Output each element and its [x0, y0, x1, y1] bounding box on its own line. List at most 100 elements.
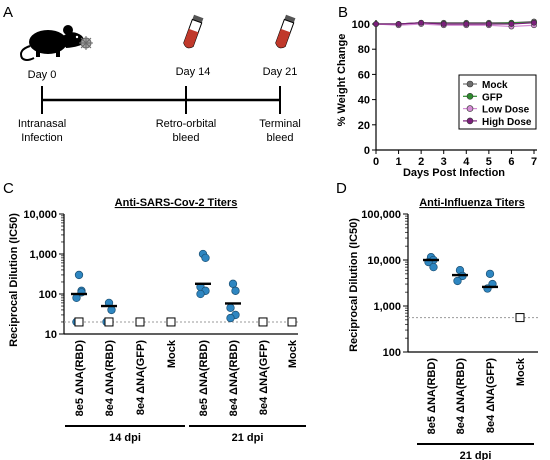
sars-category-label: Mock [166, 339, 178, 368]
weight-x-tick-label: 6 [508, 156, 514, 168]
sars-category-label: 8e5 ΔNA(RBD) [198, 340, 210, 417]
weight-legend-marker-low-dose [466, 105, 474, 112]
weight-y-tick-label: 40 [358, 95, 370, 107]
weight-x-tick-label: 0 [373, 156, 379, 168]
panel-a-letter: A [3, 4, 13, 21]
sars-category-label: 8e4 ΔNA(GFP) [258, 340, 270, 415]
flu-y-tick-label: 100 [383, 347, 401, 359]
weight-x-tick-label: 2 [418, 156, 424, 168]
sars-plot-area: 10 100 1,000 10,000 8e5 ΔNA(RBD) 8e4 ΔNA(RBD)… [23, 209, 306, 444]
sars-category-label: 8e4 ΔNA(RBD) [104, 340, 116, 417]
weight-point-high-dose [418, 19, 425, 26]
weight-legend-label-mock: Mock [482, 80, 508, 91]
weight-legend-marker-mock [466, 80, 474, 88]
event-retro-orbital-line-2: bleed [173, 132, 200, 144]
day-14-label: Day 14 [176, 66, 211, 78]
sars-y-tick-label: 100 [39, 289, 57, 301]
sars-data-point [74, 270, 84, 280]
panel-c-letter: C [3, 180, 14, 197]
sars-group-label: 14 dpi [109, 432, 141, 444]
weight-x-tick-label: 3 [441, 156, 447, 168]
weight-point-high-dose [463, 21, 470, 27]
sars-y-tick-label: 10,000 [23, 209, 57, 221]
flu-category-label: 8e4 ΔNA(GFP) [485, 358, 497, 433]
weight-x-tick-label: 1 [396, 156, 402, 168]
sars-y-tick-label: 1,000 [29, 249, 57, 261]
sars-y-tick-label: 10 [45, 329, 57, 341]
weight-legend-marker-gfp [466, 93, 474, 100]
mouse-icon [20, 25, 86, 61]
weight-x-tick-label: 5 [486, 156, 492, 168]
event-infection-line-2: Infection [21, 132, 63, 144]
day-21-label: Day 21 [263, 66, 298, 78]
flu-plot-area: 100 1,000 10,000 100,000 8e5 ΔNA(RBD) 8e4 ΔNA… [361, 209, 538, 460]
flu-chart-title: Anti-Influenza Titers [419, 197, 525, 209]
sars-data-point [201, 253, 210, 263]
weight-x-tick-label: 7 [531, 156, 537, 168]
flu-data-point [453, 276, 462, 286]
weight-point-high-dose [440, 21, 447, 27]
weight-x-tick-label: 4 [463, 156, 470, 168]
sars-below-detection-marker [258, 317, 268, 327]
panel-b-letter: B [338, 4, 348, 21]
blood-tube-icon [275, 14, 296, 49]
weight-point-high-dose [531, 19, 537, 26]
blood-tube-icon [183, 14, 204, 49]
weight-series-line-high-dose [376, 22, 535, 25]
sars-data-point [226, 313, 235, 323]
flu-data-point [485, 269, 495, 278]
weight-legend-label-high-dose: High Dose [482, 117, 532, 128]
sars-data-point [226, 303, 235, 313]
event-terminal-line-1: Terminal [259, 118, 301, 130]
sars-below-detection-marker [104, 317, 114, 327]
flu-category-label: 8e4 ΔNA(RBD) [455, 358, 467, 435]
sars-data-point [196, 289, 205, 299]
sars-group-label: 21 dpi [232, 432, 264, 444]
flu-data-point [429, 262, 438, 272]
panel-d-letter: D [336, 180, 347, 197]
flu-category-label: 8e5 ΔNA(RBD) [426, 358, 438, 435]
sars-category-label: 8e4 ΔNA(GFP) [135, 340, 147, 415]
sars-data-point [107, 305, 116, 315]
weight-point-high-dose [395, 21, 402, 27]
flu-category-label: Mock [515, 357, 527, 386]
event-infection-line-1: Intranasal [18, 118, 66, 130]
weight-plot-area: 0 20 40 60 80 100 0 1 2 3 4 5 6 7 [352, 18, 537, 168]
flu-y-tick-label: 10,000 [367, 255, 401, 267]
weight-y-tick-label: 20 [358, 120, 370, 132]
sars-below-detection-marker [74, 317, 84, 327]
sars-data-point [231, 286, 240, 295]
panel-b: B % Weight Change Days Post Infection 0 2… [336, 4, 537, 179]
weight-series-line-low-dose [375, 23, 535, 28]
weight-y-tick-label: 0 [364, 145, 370, 157]
flu-below-detection-marker [515, 313, 525, 323]
weight-point-high-dose [485, 21, 492, 27]
weight-point-high-dose [373, 21, 379, 27]
weight-legend-marker-high-dose [466, 117, 474, 125]
weight-y-axis-label: % Weight Change [336, 34, 348, 127]
weight-x-axis-label: Days Post Infection [403, 167, 505, 179]
flu-y-axis-label: Reciprocal Dilution (IC50) [348, 218, 360, 352]
flu-group-label: 21 dpi [460, 450, 492, 460]
sars-category-label: 8e5 ΔNA(RBD) [74, 340, 86, 417]
sars-category-label: Mock [287, 339, 299, 368]
day-0-label: Day 0 [28, 69, 57, 81]
virus-icon [79, 36, 93, 50]
sars-below-detection-marker [166, 317, 176, 327]
flu-y-tick-label: 100,000 [361, 209, 401, 221]
sars-below-detection-marker [135, 317, 145, 327]
event-terminal-line-2: bleed [267, 132, 294, 144]
sars-data-point [228, 279, 238, 288]
flu-y-tick-label: 1,000 [373, 301, 401, 313]
panel-d: D Anti-Influenza Titers Reciprocal Dilut… [336, 180, 538, 460]
sars-y-axis-label: Reciprocal Dilution (IC50) [8, 213, 20, 347]
sars-below-detection-marker [287, 317, 297, 327]
weight-y-tick-label: 100 [352, 19, 370, 31]
sars-chart-title: Anti-SARS-Cov-2 Titers [115, 197, 238, 209]
weight-legend-label-gfp: GFP [482, 92, 503, 103]
weight-y-tick-label: 80 [358, 44, 370, 56]
event-retro-orbital-line-1: Retro-orbital [156, 118, 217, 130]
sars-category-label: 8e4 ΔNA(RBD) [228, 340, 240, 417]
